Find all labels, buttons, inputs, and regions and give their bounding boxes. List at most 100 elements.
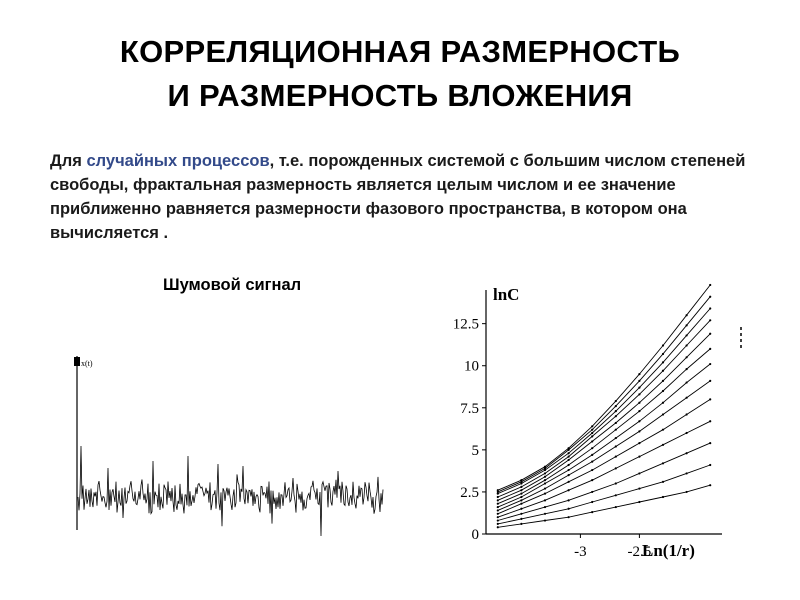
corr-point [638, 487, 641, 490]
corr-series-line-9 [497, 333, 711, 501]
corr-point [709, 283, 712, 287]
corr-point [661, 401, 665, 404]
corr-point [685, 472, 688, 475]
description-paragraph: Для случайных процессов, т.е. порожденны… [50, 149, 780, 245]
corr-point [685, 334, 688, 337]
corr-point [520, 492, 523, 495]
corr-point [709, 319, 712, 322]
corr-point [591, 479, 594, 482]
corr-series-line-3 [497, 442, 711, 521]
corr-point [709, 420, 712, 423]
corr-point [591, 428, 594, 431]
corr-point [661, 389, 665, 393]
noise-axis-marker [74, 357, 80, 366]
corr-point [591, 447, 594, 450]
y-tick-label: 0 [472, 527, 480, 543]
corr-point [614, 505, 617, 509]
corr-point [709, 347, 712, 350]
corr-series-line-10 [497, 319, 711, 498]
corr-point [614, 445, 617, 448]
corr-point [614, 405, 617, 408]
corr-point [591, 500, 594, 504]
corr-point [567, 499, 570, 502]
corr-point [709, 307, 712, 310]
corr-point [520, 495, 523, 499]
corr-point [520, 512, 523, 515]
corr-point [543, 519, 547, 522]
corr-point [543, 482, 547, 485]
y-tick-label: 12.5 [453, 317, 479, 333]
corr-point [614, 455, 617, 458]
corr-point [709, 379, 712, 382]
corr-point [661, 480, 665, 483]
corr-point [543, 465, 547, 468]
corr-point [567, 458, 570, 462]
corr-point [638, 455, 641, 458]
y-tick-label: 5 [472, 443, 480, 459]
corr-point [614, 494, 617, 497]
corr-point [496, 499, 499, 502]
corr-point [591, 435, 594, 438]
corr-point [520, 502, 523, 505]
corr-point [661, 413, 665, 416]
corr-point [520, 507, 523, 510]
noise-axis-label: x(t) [81, 359, 93, 368]
corr-point [496, 516, 499, 519]
corr-point [567, 448, 570, 451]
corr-point [591, 440, 594, 443]
corr-point [614, 428, 617, 431]
noise-chart-label: Шумовой сигнал [163, 276, 302, 294]
corr-point [567, 474, 570, 477]
corr-point [496, 519, 499, 522]
corr-point [638, 401, 641, 404]
title-line-1: КОРРЕЛЯЦИОННАЯ РАЗМЕРНОСТЬ [119, 34, 681, 69]
corr-series-line-5 [497, 399, 711, 515]
correlation-chart: lnC Ln(1/r) 0 2.5 5 7.5 10 12.5 -3 -2.5 [453, 283, 742, 560]
corr-point [591, 453, 594, 457]
y-tick-label: 10 [464, 359, 479, 375]
corr-point [685, 413, 688, 416]
corr-point [661, 369, 665, 372]
corr-point [496, 512, 499, 515]
corr-point [520, 489, 523, 492]
corr-point [638, 386, 641, 389]
corr-point [661, 495, 665, 499]
corr-point [685, 431, 688, 435]
corr-point [614, 436, 617, 440]
corr-point [614, 415, 617, 418]
corr-point [496, 492, 499, 495]
para-prefix: Для [50, 152, 87, 170]
corr-point [543, 475, 547, 478]
corr-point [685, 356, 688, 359]
corr-point [591, 425, 594, 428]
title-line-2: И РАЗМЕРНОСТЬ ВЛОЖЕНИЯ [167, 78, 633, 113]
corr-point [638, 410, 641, 413]
corr-point [543, 499, 547, 502]
noise-signal-line [77, 445, 384, 537]
corr-point [661, 379, 665, 382]
corr-point [567, 489, 570, 492]
corr-point [614, 421, 617, 425]
corr-point [543, 487, 547, 490]
corr-point [638, 442, 641, 445]
corr-point [567, 480, 570, 483]
corr-series-line-11 [497, 308, 711, 495]
corr-point [614, 410, 617, 413]
corr-point [567, 516, 570, 519]
corr-point [709, 295, 712, 298]
corr-point [685, 452, 688, 455]
corr-point [543, 505, 547, 509]
corr-point [496, 502, 499, 505]
corr-point [496, 505, 499, 509]
corr-point [661, 443, 665, 446]
corr-point [567, 507, 570, 510]
x-tick-label: -3 [574, 544, 587, 560]
corr-point [685, 344, 688, 347]
corr-point [661, 428, 665, 431]
corr-series-line-12 [497, 296, 711, 493]
corr-point [709, 463, 712, 467]
corr-point [496, 489, 499, 492]
corr-point [520, 482, 523, 485]
x-tick-label: -2.5 [628, 544, 652, 560]
